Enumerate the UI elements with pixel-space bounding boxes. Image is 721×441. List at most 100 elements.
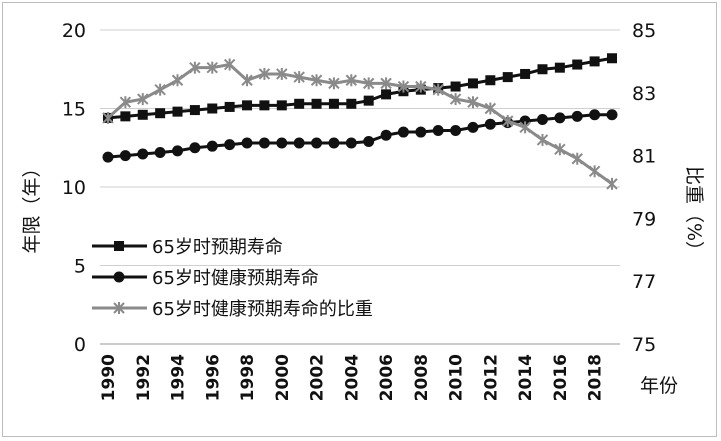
y-left-tick-label: 20 bbox=[62, 20, 86, 42]
legend-label: 65岁时预期寿命 bbox=[152, 237, 283, 258]
data-point bbox=[189, 142, 201, 154]
data-point bbox=[328, 77, 340, 90]
data-point bbox=[241, 137, 253, 149]
legend-item: 65岁时健康预期寿命 bbox=[92, 268, 319, 289]
data-point bbox=[155, 108, 166, 119]
x-tick-label: 2006 bbox=[377, 354, 397, 401]
data-point bbox=[113, 271, 125, 283]
data-point bbox=[102, 151, 114, 163]
x-tick-label: 2018 bbox=[586, 354, 606, 401]
x-tick-label: 2000 bbox=[273, 354, 293, 401]
data-point bbox=[311, 98, 322, 109]
x-tick-label: 1994 bbox=[169, 354, 189, 401]
data-point bbox=[119, 150, 131, 162]
data-point bbox=[345, 137, 357, 149]
y-right-tick-label: 83 bbox=[632, 83, 656, 105]
data-point bbox=[363, 135, 375, 147]
data-point bbox=[206, 61, 218, 74]
data-point bbox=[311, 137, 323, 149]
data-point bbox=[189, 61, 201, 74]
series-line bbox=[106, 62, 613, 186]
data-point bbox=[114, 241, 124, 251]
data-point bbox=[346, 98, 357, 109]
data-point bbox=[554, 62, 565, 73]
data-point bbox=[449, 93, 462, 106]
y-right-tick-label: 79 bbox=[632, 208, 656, 230]
data-point bbox=[502, 115, 514, 128]
data-point bbox=[415, 80, 427, 93]
x-tick-label: 2014 bbox=[516, 354, 536, 401]
data-point bbox=[450, 81, 461, 92]
data-point bbox=[113, 302, 125, 314]
data-point bbox=[571, 152, 583, 165]
x-tick-label: 1992 bbox=[134, 354, 154, 401]
chart-frame bbox=[2, 2, 717, 437]
data-point bbox=[276, 100, 287, 111]
data-point bbox=[554, 112, 566, 124]
x-tick-label: 2002 bbox=[308, 354, 328, 401]
series-1 bbox=[103, 53, 617, 123]
data-point bbox=[223, 58, 236, 71]
data-point bbox=[363, 95, 374, 106]
data-point bbox=[172, 145, 184, 157]
y-left-tick-label: 0 bbox=[74, 334, 86, 356]
legend-label: 65岁时健康预期寿命 bbox=[152, 268, 319, 289]
data-point bbox=[154, 146, 166, 158]
data-point bbox=[467, 96, 479, 109]
data-point bbox=[432, 83, 444, 96]
data-point bbox=[294, 98, 305, 109]
data-point bbox=[572, 59, 583, 70]
x-tick-label: 2010 bbox=[447, 354, 467, 401]
x-tick-label: 2008 bbox=[412, 354, 432, 401]
data-point bbox=[207, 103, 218, 114]
series-3 bbox=[102, 58, 618, 190]
data-point bbox=[537, 64, 548, 75]
data-point bbox=[119, 96, 132, 109]
data-point bbox=[206, 140, 218, 152]
data-point bbox=[137, 148, 149, 160]
data-point bbox=[589, 56, 600, 67]
y-left-axis-title: 年限（年） bbox=[21, 158, 43, 253]
y-right-tick-label: 85 bbox=[632, 20, 656, 42]
data-point bbox=[606, 109, 618, 121]
data-point bbox=[467, 121, 479, 133]
data-point bbox=[259, 100, 270, 111]
data-point bbox=[606, 177, 618, 190]
x-tick-label: 1990 bbox=[99, 354, 119, 401]
y-left-tick-label: 15 bbox=[62, 99, 86, 121]
legend-item: 65岁时预期寿命 bbox=[92, 237, 283, 258]
data-point bbox=[380, 129, 392, 141]
legend-label: 65岁时健康预期寿命的比重 bbox=[152, 299, 373, 320]
data-point bbox=[502, 72, 513, 83]
data-point bbox=[276, 137, 288, 149]
y-right-axis-title: 比重（%） bbox=[683, 166, 705, 260]
data-point bbox=[224, 101, 235, 112]
data-point bbox=[589, 109, 601, 121]
axes: 0 5 10 15 20 75 77 79 81 83 85 1990 1992 1994 1996 1998… bbox=[21, 20, 705, 401]
x-tick-label: 1998 bbox=[238, 354, 258, 401]
data-point bbox=[588, 165, 601, 178]
data-point bbox=[137, 93, 149, 106]
data-point bbox=[450, 124, 462, 136]
series-2 bbox=[102, 109, 618, 163]
data-point bbox=[154, 83, 166, 96]
data-point bbox=[554, 143, 566, 156]
data-point bbox=[432, 124, 444, 136]
data-point bbox=[520, 68, 531, 79]
x-tick-label: 2004 bbox=[342, 354, 362, 401]
data-point bbox=[484, 118, 496, 130]
series-layer bbox=[102, 53, 618, 190]
y-left-tick-label: 5 bbox=[74, 256, 86, 278]
data-point bbox=[102, 111, 114, 124]
legend-item: 65岁时健康预期寿命的比重 bbox=[92, 299, 373, 320]
data-point bbox=[536, 113, 548, 125]
data-point bbox=[120, 111, 131, 122]
data-point bbox=[224, 139, 236, 151]
data-point bbox=[171, 74, 184, 87]
data-point bbox=[485, 75, 496, 86]
x-tick-label: 2016 bbox=[551, 354, 571, 401]
data-point bbox=[189, 105, 200, 116]
y-right-tick-label: 77 bbox=[632, 271, 656, 293]
data-point bbox=[362, 77, 375, 90]
